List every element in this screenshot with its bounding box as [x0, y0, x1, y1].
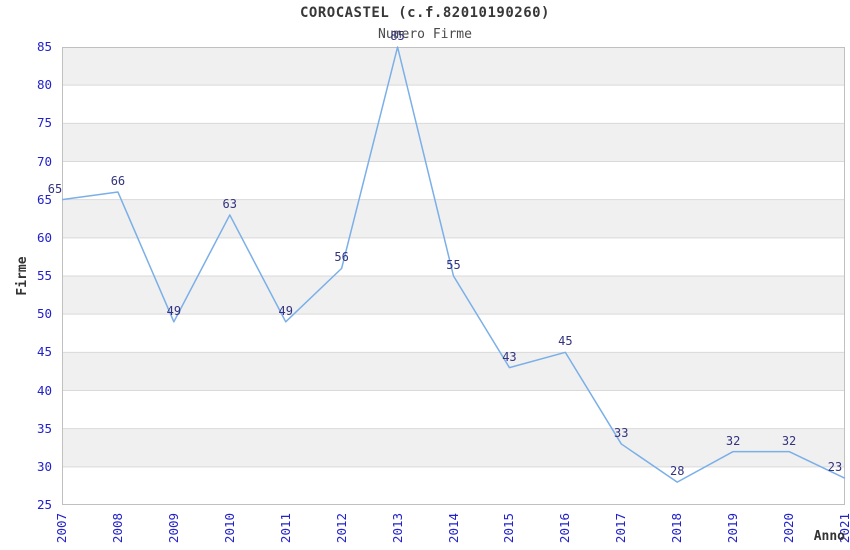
plot-band — [62, 237, 845, 276]
x-tick-label: 2014 — [445, 512, 461, 544]
y-tick-label: 75 — [36, 115, 52, 131]
plot-band — [62, 352, 845, 391]
data-label: 33 — [614, 425, 629, 440]
data-line — [61, 46, 846, 483]
plot-band — [62, 161, 845, 200]
plot-band — [62, 390, 845, 429]
y-tick-label: 25 — [36, 497, 52, 512]
y-tick-label: 55 — [36, 268, 52, 283]
y-tick-label: 40 — [36, 382, 52, 398]
data-label: 43 — [502, 349, 517, 364]
data-label: 49 — [166, 303, 182, 318]
data-label: 28 — [669, 464, 685, 479]
line-chart-svg — [61, 46, 846, 505]
y-tick-label: 60 — [36, 229, 52, 245]
plot-band — [62, 428, 845, 467]
plot-border — [62, 47, 845, 505]
x-tick-label: 2017 — [613, 512, 629, 544]
plot-band — [62, 199, 845, 238]
x-tick-label: 2012 — [333, 512, 349, 544]
x-tick-label: 2008 — [109, 512, 125, 544]
plot-band — [62, 47, 845, 86]
data-label: 32 — [781, 433, 797, 448]
plot-band — [62, 276, 845, 315]
plot-band — [62, 466, 845, 505]
y-tick-label: 50 — [36, 306, 52, 322]
data-label: 85 — [390, 29, 405, 43]
y-tick-label: 85 — [36, 39, 52, 54]
x-tick-label: 2015 — [501, 512, 517, 544]
chart-title: COROCASTEL (c.f.82010190260) — [299, 5, 550, 21]
data-label: 56 — [334, 250, 349, 265]
data-label: 63 — [222, 196, 237, 211]
plot-area — [61, 46, 846, 505]
data-label: 55 — [446, 258, 461, 272]
x-tick-label: 2007 — [54, 512, 69, 544]
data-label: 32 — [725, 433, 741, 448]
plot-band — [62, 123, 845, 162]
x-tick-label: 2019 — [725, 512, 741, 544]
y-tick-label: 45 — [36, 344, 52, 360]
x-axis-title: Anno — [813, 529, 845, 544]
x-tick-label: 2016 — [557, 512, 573, 544]
data-label: 65 — [47, 181, 63, 196]
x-tick-label: 2010 — [221, 512, 237, 544]
x-tick-label: 2018 — [669, 512, 685, 544]
plot-band — [62, 85, 845, 124]
x-tick-label: 2011 — [277, 512, 293, 544]
y-tick-label: 30 — [36, 458, 52, 474]
plot-band — [62, 314, 845, 353]
chart-subtitle: Numero Firme — [378, 27, 472, 42]
y-tick-label: 65 — [36, 191, 52, 207]
y-tick-label: 70 — [36, 153, 52, 169]
x-tick-label: 2013 — [389, 512, 405, 544]
y-axis-title: Firme — [15, 256, 30, 296]
y-tick-label: 35 — [36, 420, 52, 436]
data-label: 66 — [110, 174, 126, 189]
data-label: 49 — [278, 303, 293, 318]
x-tick-label: 2020 — [781, 512, 797, 544]
y-tick-label: 80 — [36, 77, 52, 93]
data-label: 23 — [827, 460, 843, 475]
x-tick-label: 2009 — [165, 512, 181, 544]
data-label: 45 — [558, 334, 573, 349]
